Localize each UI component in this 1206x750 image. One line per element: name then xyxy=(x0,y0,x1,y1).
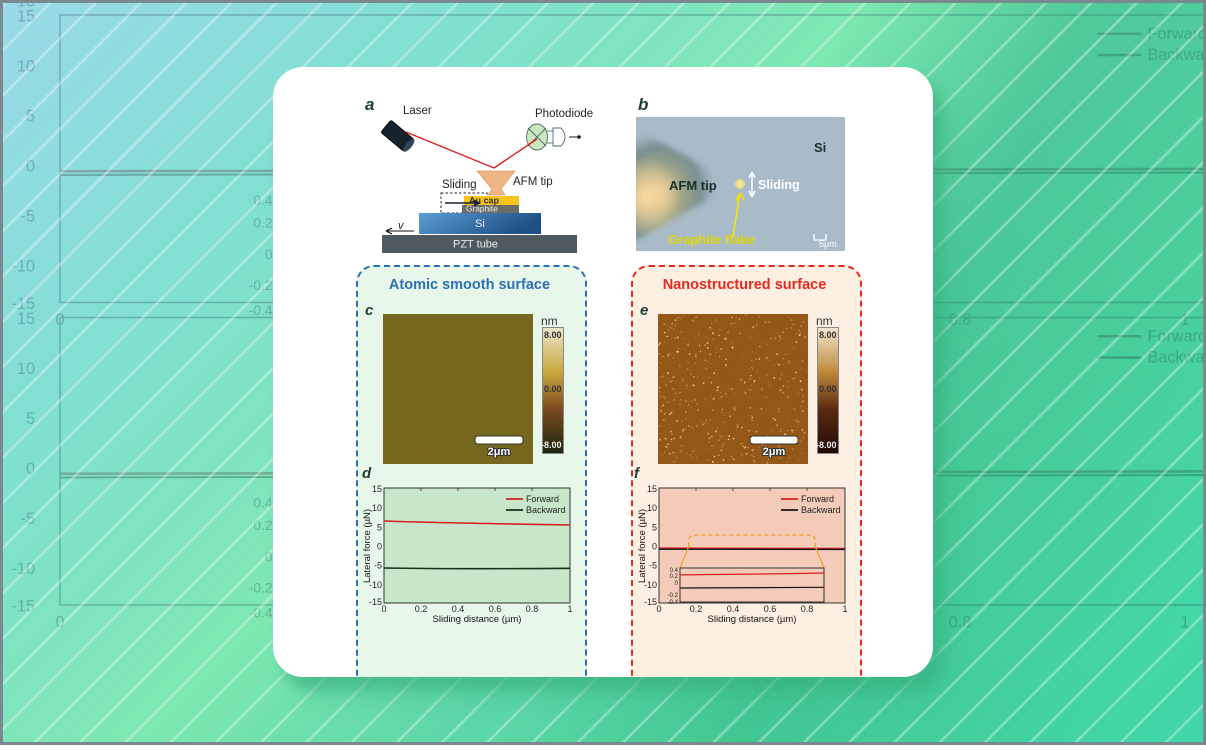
svg-text:5: 5 xyxy=(377,522,382,532)
svg-text:Graphite: Graphite xyxy=(466,204,498,214)
svg-text:0.4: 0.4 xyxy=(452,604,465,614)
svg-text:0.8: 0.8 xyxy=(526,604,539,614)
svg-text:15: 15 xyxy=(372,484,382,494)
svg-text:0: 0 xyxy=(652,542,657,552)
svg-text:Sliding distance (µm): Sliding distance (µm) xyxy=(708,614,797,625)
svg-text:0: 0 xyxy=(656,604,661,614)
svg-text:Graphite flake: Graphite flake xyxy=(668,232,755,247)
svg-text:-0.4: -0.4 xyxy=(668,600,679,606)
svg-text:Sliding: Sliding xyxy=(442,179,477,191)
svg-text:Sliding: Sliding xyxy=(758,178,800,192)
svg-text:Backward: Backward xyxy=(801,505,841,515)
svg-text:AFM tip: AFM tip xyxy=(513,176,553,188)
svg-text:-5: -5 xyxy=(649,561,657,571)
svg-text:-15: -15 xyxy=(369,597,382,607)
svg-text:10: 10 xyxy=(372,503,382,513)
svg-text:-0.2: -0.2 xyxy=(668,593,679,599)
svg-text:0.2: 0.2 xyxy=(415,604,428,614)
svg-text:0.2: 0.2 xyxy=(690,604,703,614)
svg-text:1: 1 xyxy=(842,604,847,614)
svg-text:1: 1 xyxy=(567,604,572,614)
svg-text:2μm: 2μm xyxy=(488,446,511,458)
svg-text:Si: Si xyxy=(814,140,826,155)
svg-text:Backward: Backward xyxy=(526,505,566,515)
svg-text:Lateral force (µN): Lateral force (µN) xyxy=(637,509,648,583)
svg-text:Lateral force (µN): Lateral force (µN) xyxy=(362,509,373,583)
svg-text:5μm: 5μm xyxy=(819,239,837,249)
svg-text:5: 5 xyxy=(652,522,657,532)
svg-text:2μm: 2μm xyxy=(763,446,786,458)
svg-text:Si: Si xyxy=(475,218,485,230)
svg-text:Forward: Forward xyxy=(526,494,559,504)
svg-text:15: 15 xyxy=(647,484,657,494)
svg-text:Sliding distance (µm): Sliding distance (µm) xyxy=(433,614,522,625)
svg-text:AFM tip: AFM tip xyxy=(669,178,717,193)
svg-text:0.6: 0.6 xyxy=(489,604,502,614)
svg-text:PZT tube: PZT tube xyxy=(453,239,498,251)
svg-text:-15: -15 xyxy=(644,597,657,607)
svg-text:-5: -5 xyxy=(374,561,382,571)
svg-text:0.6: 0.6 xyxy=(764,604,777,614)
svg-text:Laser: Laser xyxy=(403,105,432,117)
svg-text:0.8: 0.8 xyxy=(801,604,814,614)
svg-text:Photodiode: Photodiode xyxy=(535,108,593,120)
svg-text:0.4: 0.4 xyxy=(727,604,740,614)
svg-text:10: 10 xyxy=(647,503,657,513)
svg-text:Forward: Forward xyxy=(801,494,834,504)
svg-text:0: 0 xyxy=(381,604,386,614)
svg-text:v: v xyxy=(398,220,405,232)
svg-text:0.2: 0.2 xyxy=(670,574,679,580)
svg-text:0: 0 xyxy=(377,542,382,552)
